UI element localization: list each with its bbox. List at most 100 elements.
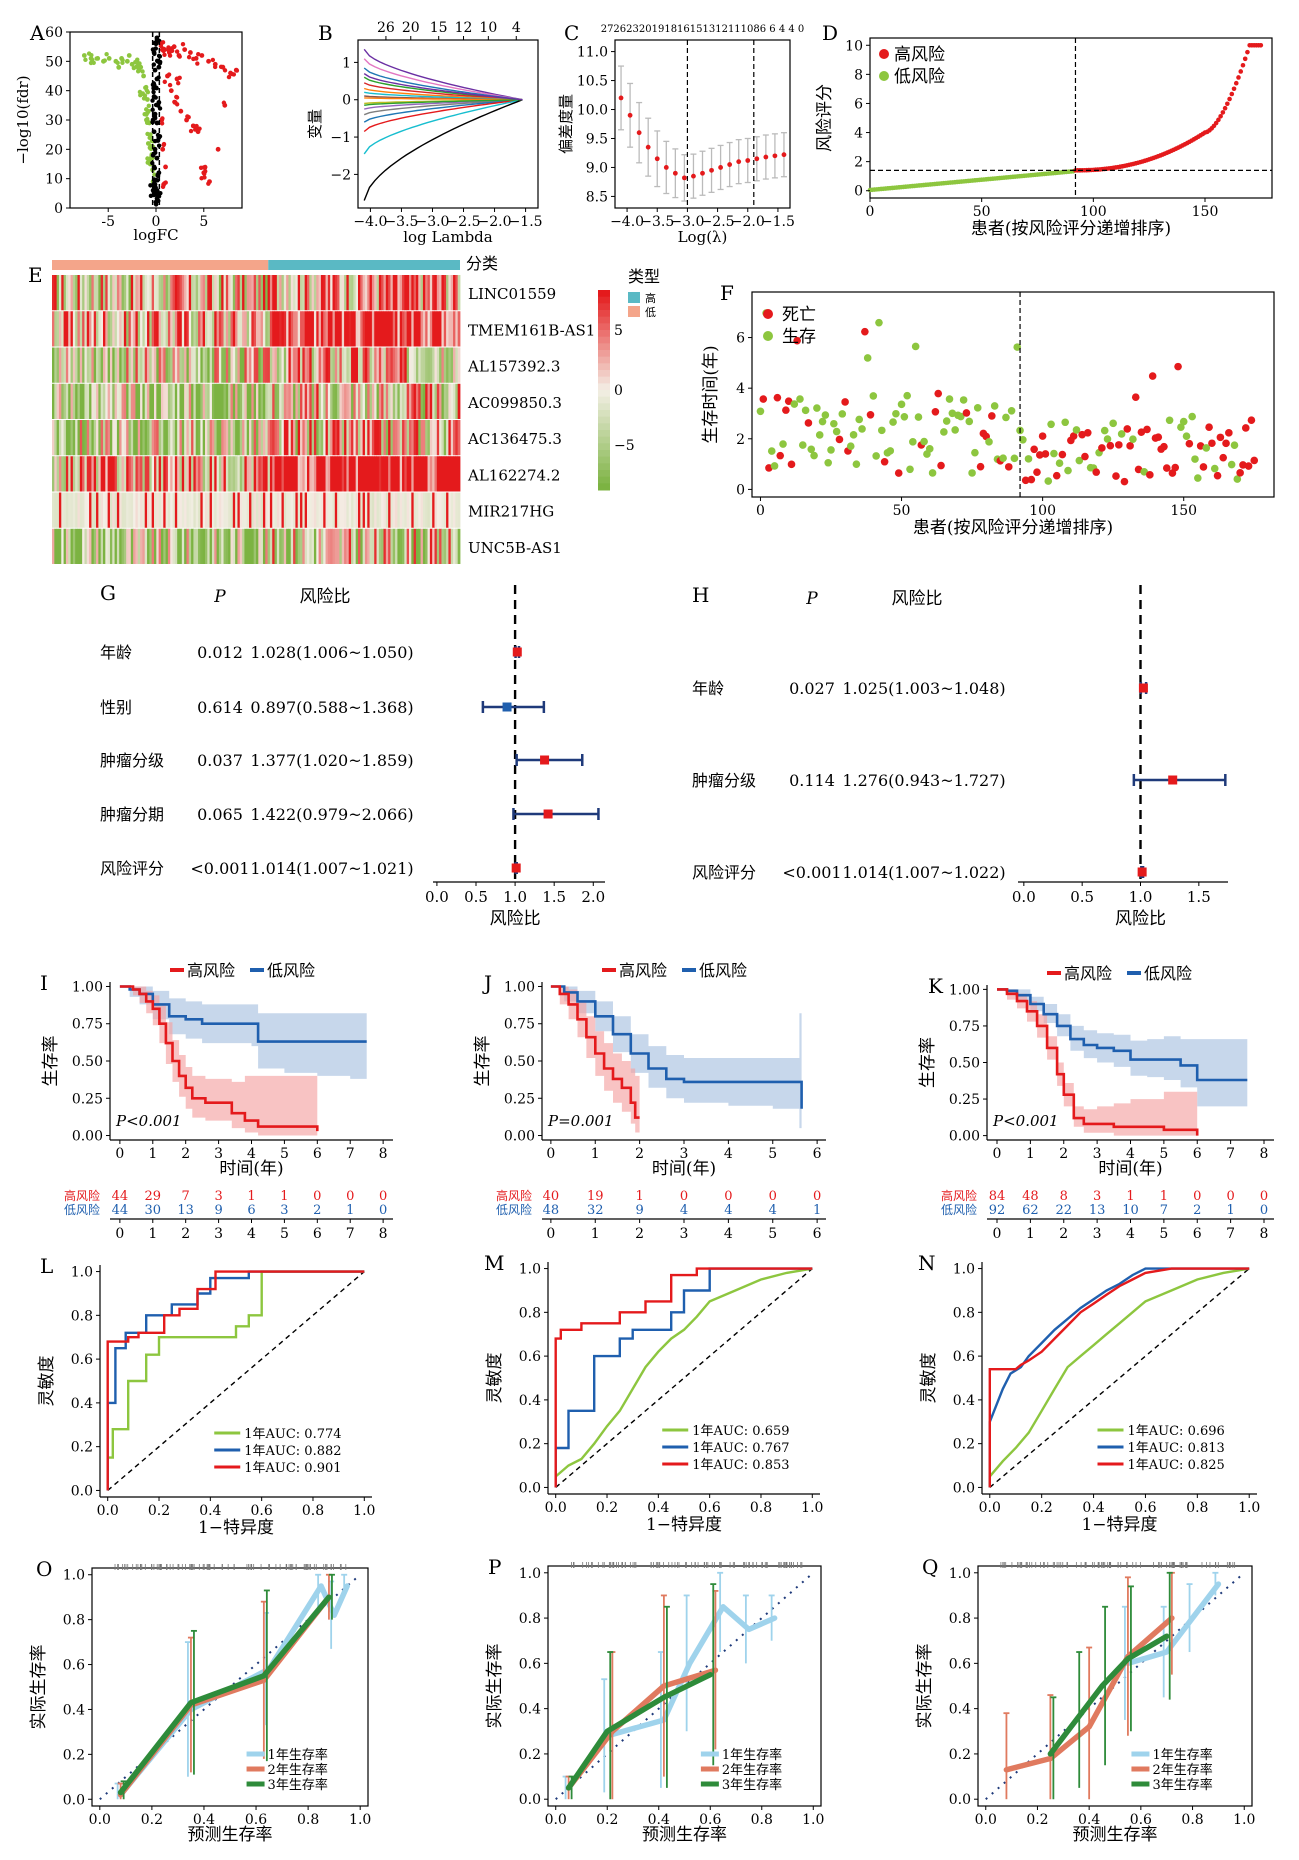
risk-table-tick-label-K: 5	[1159, 1226, 1168, 1242]
x-tick-label-O: 0.0	[89, 1812, 111, 1828]
heatmap-cell	[214, 528, 217, 564]
heatmap-cell	[198, 420, 201, 456]
heatmap-cell	[272, 456, 275, 492]
heatmap-cell	[91, 420, 95, 456]
cv-mean-point	[663, 165, 669, 170]
heatmap-cell	[267, 275, 271, 311]
heatmap-legend-low-label: 低	[645, 306, 656, 319]
heatmap-cell	[209, 456, 213, 492]
heatmap-cell	[313, 311, 317, 347]
heatmap-cell	[399, 456, 403, 492]
volcano-point	[185, 114, 190, 119]
heatmap-cell	[230, 347, 234, 383]
heatmap-cell	[218, 528, 222, 564]
heatmap-cell	[191, 383, 194, 419]
risk-table-high-K: 1	[1126, 1189, 1134, 1204]
heatmap-cell	[355, 311, 359, 347]
heatmap-scale-step	[598, 376, 610, 384]
heatmap-cell	[186, 347, 190, 383]
risk-table-tick-label-K: 3	[1093, 1226, 1102, 1242]
heatmap-cell	[339, 420, 343, 456]
heatmap-cell	[154, 420, 157, 456]
forest-variable-G: 年龄	[100, 643, 132, 662]
volcano-point	[144, 120, 150, 126]
survival-status-point	[1013, 343, 1022, 351]
heatmap-cell	[186, 383, 190, 419]
heatmap-cell	[443, 456, 447, 492]
heatmap-cell	[77, 347, 81, 383]
heatmap-cell	[258, 311, 262, 347]
heatmap-cell	[119, 492, 122, 528]
heatmap-cell	[93, 347, 97, 383]
heatmap-cell	[415, 311, 419, 347]
plot-frame-P	[547, 1565, 822, 1807]
x-tick-label-K: 6	[1193, 1146, 1202, 1162]
heatmap-cell	[218, 492, 222, 528]
heatmap-cell	[360, 456, 364, 492]
survival-status-point	[965, 417, 974, 426]
heatmap-cell	[84, 347, 88, 383]
heatmap-cell	[432, 311, 435, 347]
heatmap-cell	[258, 420, 262, 456]
heatmap-cell	[112, 528, 115, 564]
heatmap-cell	[170, 275, 173, 311]
km-confidence-band-I	[119, 986, 318, 1136]
heatmap-cell	[242, 492, 245, 528]
heatmap-cell	[383, 275, 387, 311]
volcano-point	[162, 181, 167, 186]
heatmap-cell	[439, 528, 442, 564]
heatmap-cell	[119, 383, 122, 419]
heatmap-cell	[191, 528, 194, 564]
heatmap-cell	[265, 347, 268, 383]
survival-status-point	[832, 427, 841, 436]
volcano-point	[144, 88, 149, 93]
survival-status-point	[1126, 442, 1134, 450]
heatmap-cell	[320, 275, 324, 311]
survival-status-point	[1194, 474, 1202, 482]
heatmap-cell	[63, 456, 67, 492]
forest-estimate-G	[512, 647, 522, 657]
heatmap-cell	[425, 311, 428, 347]
legend-label-low-I: 低风险	[267, 961, 315, 980]
heatmap-scale-step	[598, 470, 610, 478]
heatmap-cell	[193, 311, 197, 347]
heatmap-cell	[293, 311, 296, 347]
volcano-point	[120, 57, 125, 63]
heatmap-cell	[116, 492, 120, 528]
heatmap-cell	[191, 275, 194, 311]
heatmap-cell	[163, 347, 166, 383]
heatmap-cell	[337, 275, 340, 311]
cv-mean-point	[636, 130, 642, 136]
forest-hr-text-H: 1.025(1.003~1.048)	[842, 679, 1005, 698]
heatmap-cell	[193, 456, 197, 492]
heatmap-scale-step	[598, 310, 610, 318]
risk-table-high-I: 29	[145, 1189, 162, 1204]
y-tick-label-M: 0.0	[519, 1480, 541, 1496]
risk-table-high-I: 1	[280, 1189, 288, 1204]
heatmap-cell	[344, 528, 347, 564]
heatmap-cell	[70, 347, 74, 383]
heatmap-cell	[246, 275, 250, 311]
heatmap-cell	[158, 528, 162, 564]
survival-status-point	[942, 417, 951, 425]
heatmap-cell	[84, 456, 88, 492]
forest-estimate-G	[543, 809, 553, 819]
heatmap-cell	[390, 420, 394, 456]
heatmap-cell	[265, 275, 268, 311]
heatmap-cell	[327, 311, 331, 347]
heatmap-cell	[211, 347, 215, 383]
heatmap-cell	[290, 456, 294, 492]
y-tick-label-B: −1	[330, 130, 351, 146]
survival-status-point	[1230, 441, 1239, 450]
heatmap-cell	[367, 275, 370, 311]
heatmap-cell	[364, 528, 368, 564]
heatmap-cell	[191, 420, 194, 456]
x-tick-label-D: 150	[1192, 204, 1219, 220]
heatmap-cell	[307, 311, 310, 347]
heatmap-cell	[65, 347, 69, 383]
heatmap-cell	[163, 492, 166, 528]
survival-status-point	[1106, 441, 1115, 450]
heatmap-cell	[339, 528, 343, 564]
heatmap-cell	[415, 492, 419, 528]
